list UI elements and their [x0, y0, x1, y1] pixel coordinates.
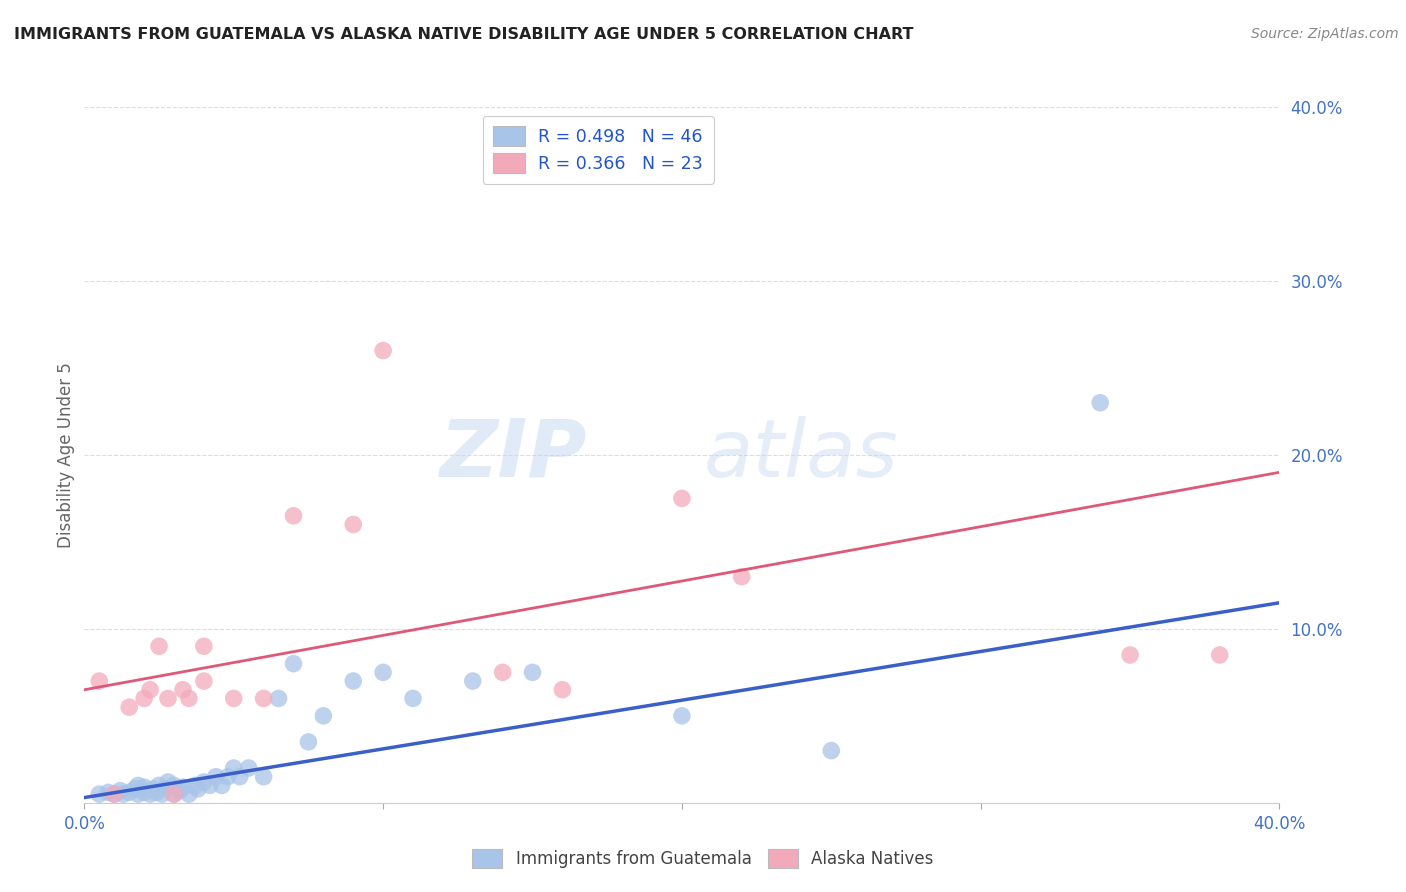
Legend: R = 0.498   N = 46, R = 0.366   N = 23: R = 0.498 N = 46, R = 0.366 N = 23 — [482, 116, 714, 184]
Point — [297, 735, 319, 749]
Point — [177, 787, 200, 801]
Point — [150, 787, 173, 801]
Point — [139, 787, 162, 801]
Point — [731, 570, 754, 584]
Point — [371, 665, 394, 680]
Point — [1090, 396, 1112, 410]
Text: IMMIGRANTS FROM GUATEMALA VS ALASKA NATIVE DISABILITY AGE UNDER 5 CORRELATION CH: IMMIGRANTS FROM GUATEMALA VS ALASKA NATI… — [14, 27, 914, 42]
Point — [163, 787, 186, 801]
Point — [163, 787, 186, 801]
Point — [211, 778, 233, 792]
Text: ZIP: ZIP — [439, 416, 586, 494]
Point — [112, 787, 135, 801]
Point — [139, 682, 162, 697]
Point — [283, 657, 305, 671]
Point — [132, 691, 156, 706]
Point — [193, 674, 215, 689]
Point — [148, 639, 170, 653]
Point — [132, 785, 156, 799]
Point — [142, 781, 165, 796]
Point — [127, 778, 149, 792]
Point — [163, 778, 186, 792]
Point — [342, 517, 364, 532]
Point — [103, 787, 125, 801]
Point — [193, 639, 215, 653]
Point — [228, 770, 252, 784]
Point — [312, 708, 335, 723]
Point — [402, 691, 425, 706]
Point — [267, 691, 290, 706]
Point — [124, 781, 146, 796]
Point — [342, 674, 364, 689]
Point — [89, 674, 111, 689]
Point — [1208, 648, 1232, 662]
Text: Source: ZipAtlas.com: Source: ZipAtlas.com — [1251, 27, 1399, 41]
Point — [132, 780, 156, 794]
Point — [103, 787, 125, 801]
Point — [169, 783, 191, 797]
Point — [89, 787, 111, 801]
Point — [172, 682, 194, 697]
Point — [371, 343, 394, 358]
Point — [253, 691, 276, 706]
Point — [522, 665, 544, 680]
Point — [283, 508, 305, 523]
Point — [110, 783, 132, 797]
Point — [187, 781, 209, 796]
Point — [671, 708, 693, 723]
Point — [253, 770, 276, 784]
Point — [177, 691, 200, 706]
Point — [153, 781, 176, 796]
Point — [217, 770, 239, 784]
Point — [118, 785, 141, 799]
Point — [238, 761, 260, 775]
Point — [205, 770, 228, 784]
Point — [148, 778, 170, 792]
Point — [193, 775, 215, 789]
Text: atlas: atlas — [704, 416, 898, 494]
Point — [198, 778, 221, 792]
Point — [172, 780, 194, 794]
Point — [671, 491, 693, 506]
Point — [97, 785, 120, 799]
Point — [184, 778, 207, 792]
Y-axis label: Disability Age Under 5: Disability Age Under 5 — [56, 362, 75, 548]
Point — [118, 700, 141, 714]
Point — [127, 787, 149, 801]
Point — [157, 775, 180, 789]
Legend: Immigrants from Guatemala, Alaska Natives: Immigrants from Guatemala, Alaska Native… — [465, 842, 941, 875]
Point — [222, 761, 245, 775]
Point — [1119, 648, 1142, 662]
Point — [820, 744, 842, 758]
Point — [222, 691, 245, 706]
Point — [145, 785, 167, 799]
Point — [492, 665, 515, 680]
Point — [461, 674, 484, 689]
Point — [157, 691, 180, 706]
Point — [551, 682, 574, 697]
